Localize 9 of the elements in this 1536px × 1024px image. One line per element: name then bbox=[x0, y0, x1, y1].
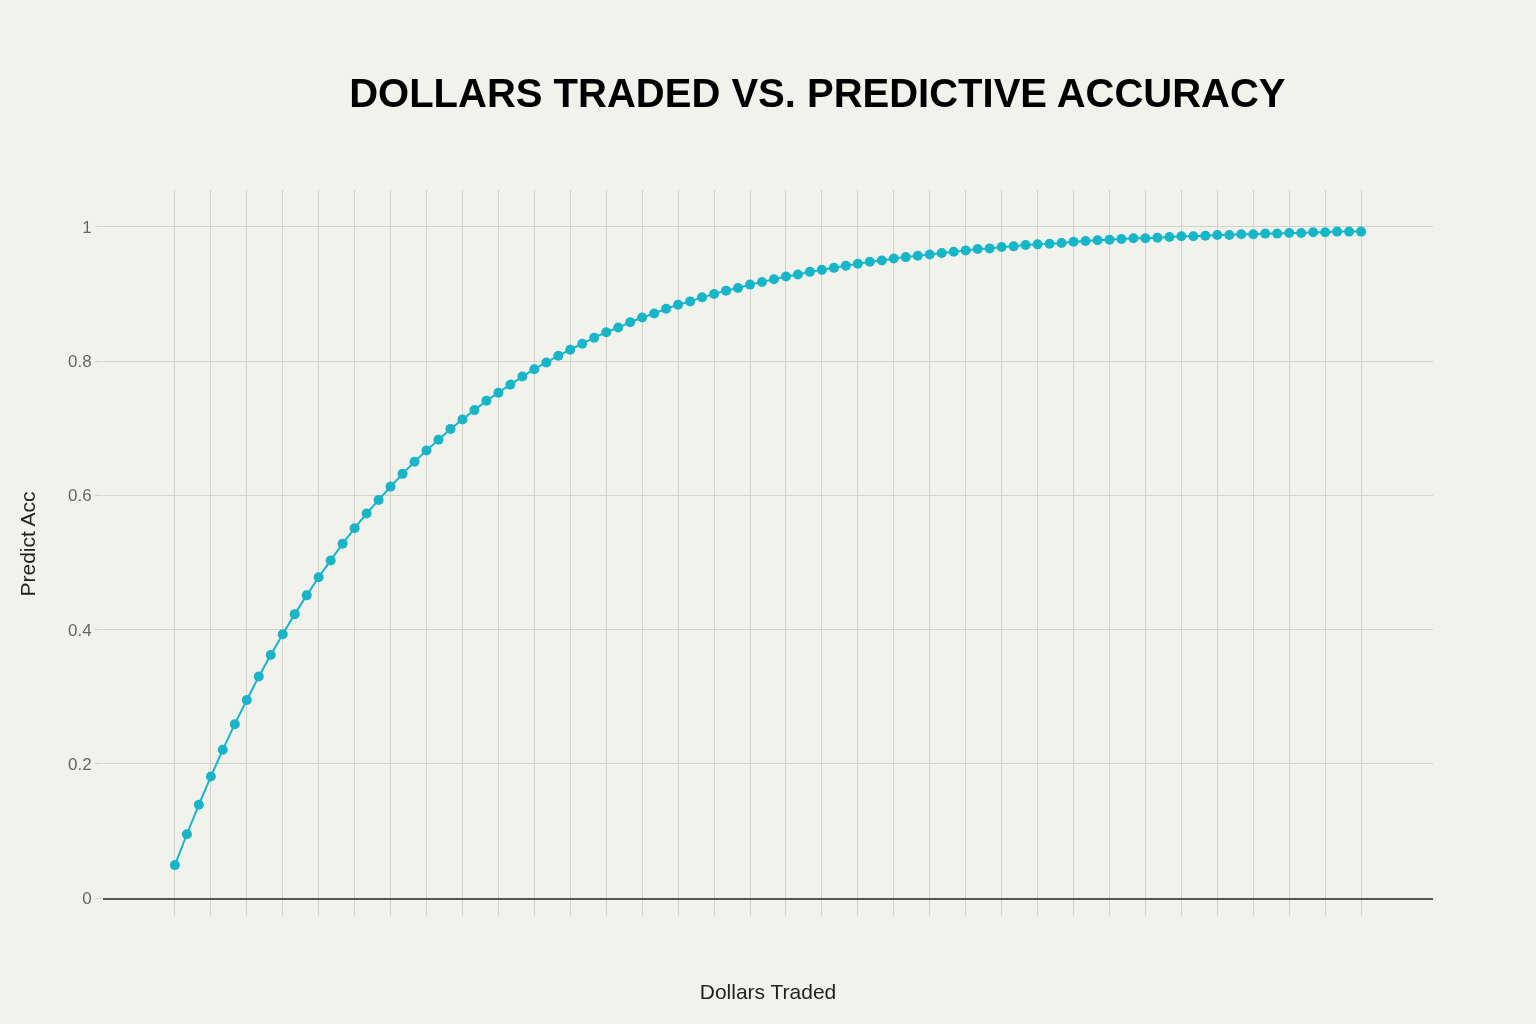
y-tick-label: 1 bbox=[82, 217, 92, 237]
y-tick-label: 0.2 bbox=[67, 754, 92, 774]
y-axis-title: Predict Acc bbox=[16, 491, 40, 597]
chart-title: DOLLARS TRADED VS. PREDICTIVE ACCURACY bbox=[349, 71, 1286, 115]
y-tick-label: 0.6 bbox=[67, 486, 92, 506]
x-axis-title: Dollars Traded bbox=[699, 980, 837, 1004]
y-tick-label: 0.4 bbox=[67, 620, 92, 640]
y-tick-label: 0.8 bbox=[67, 352, 92, 372]
y-tick-label: 0 bbox=[82, 888, 92, 908]
